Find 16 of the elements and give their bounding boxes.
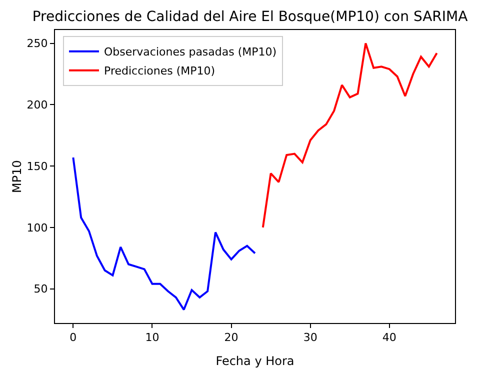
x-tick-label: 30	[303, 331, 318, 344]
x-tick-label: 0	[70, 331, 77, 344]
legend-label: Predicciones (MP10)	[104, 64, 216, 78]
y-tick-label: 150	[26, 160, 48, 173]
x-tick-label: 40	[382, 331, 396, 344]
y-tick-label: 200	[26, 98, 48, 112]
line-series	[72, 156, 256, 311]
legend-label: Observaciones pasadas (MP10)	[104, 46, 277, 59]
y-tick-label: 100	[26, 221, 48, 234]
y-tick-label: 250	[26, 37, 48, 50]
x-tick-label: 10	[145, 331, 160, 344]
x-tick-label: 20	[224, 331, 238, 344]
x-axis-title: Fecha y Hora	[216, 354, 294, 368]
chart-title: Predicciones de Calidad del Aire El Bosque(MP10) con SARIMA	[32, 8, 468, 25]
y-tick-label: 50	[34, 282, 48, 296]
y-axis-title: MP10	[10, 160, 24, 193]
